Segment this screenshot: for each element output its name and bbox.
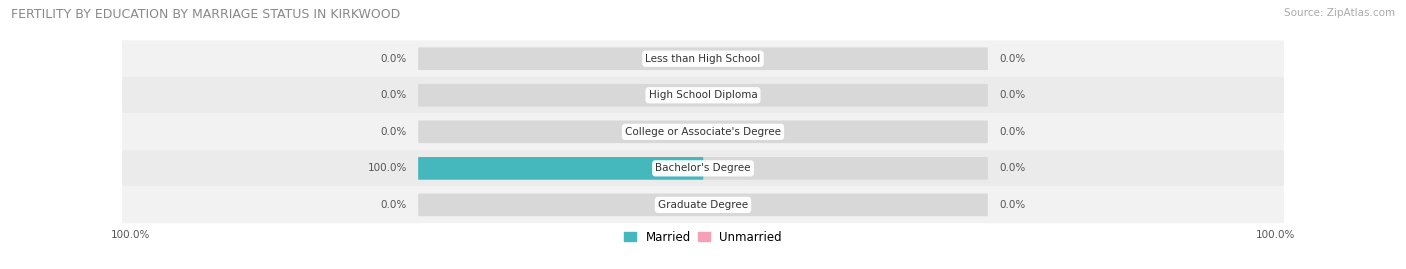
Text: 0.0%: 0.0% — [998, 54, 1025, 64]
Text: High School Diploma: High School Diploma — [648, 90, 758, 100]
Text: Source: ZipAtlas.com: Source: ZipAtlas.com — [1284, 8, 1395, 18]
FancyBboxPatch shape — [703, 194, 988, 216]
Text: 100.0%: 100.0% — [368, 163, 408, 173]
Text: 0.0%: 0.0% — [998, 90, 1025, 100]
Text: 0.0%: 0.0% — [998, 200, 1025, 210]
FancyBboxPatch shape — [703, 157, 988, 180]
FancyBboxPatch shape — [418, 157, 703, 180]
FancyBboxPatch shape — [122, 150, 1284, 187]
FancyBboxPatch shape — [122, 77, 1284, 114]
Text: Graduate Degree: Graduate Degree — [658, 200, 748, 210]
FancyBboxPatch shape — [703, 84, 988, 107]
Text: 0.0%: 0.0% — [381, 200, 408, 210]
FancyBboxPatch shape — [122, 187, 1284, 223]
Text: 100.0%: 100.0% — [1256, 230, 1295, 240]
FancyBboxPatch shape — [703, 121, 988, 143]
FancyBboxPatch shape — [418, 121, 703, 143]
FancyBboxPatch shape — [703, 47, 988, 70]
FancyBboxPatch shape — [122, 40, 1284, 77]
Text: 0.0%: 0.0% — [381, 54, 408, 64]
FancyBboxPatch shape — [418, 157, 703, 180]
FancyBboxPatch shape — [418, 47, 703, 70]
Text: 0.0%: 0.0% — [998, 127, 1025, 137]
Text: 100.0%: 100.0% — [111, 230, 150, 240]
Text: Bachelor's Degree: Bachelor's Degree — [655, 163, 751, 173]
Text: 0.0%: 0.0% — [381, 127, 408, 137]
Text: 0.0%: 0.0% — [998, 163, 1025, 173]
Text: FERTILITY BY EDUCATION BY MARRIAGE STATUS IN KIRKWOOD: FERTILITY BY EDUCATION BY MARRIAGE STATU… — [11, 8, 401, 21]
FancyBboxPatch shape — [418, 194, 703, 216]
Text: Less than High School: Less than High School — [645, 54, 761, 64]
Text: College or Associate's Degree: College or Associate's Degree — [626, 127, 780, 137]
Text: 0.0%: 0.0% — [381, 90, 408, 100]
Legend: Married, Unmarried: Married, Unmarried — [621, 228, 785, 246]
FancyBboxPatch shape — [122, 114, 1284, 150]
FancyBboxPatch shape — [418, 84, 703, 107]
